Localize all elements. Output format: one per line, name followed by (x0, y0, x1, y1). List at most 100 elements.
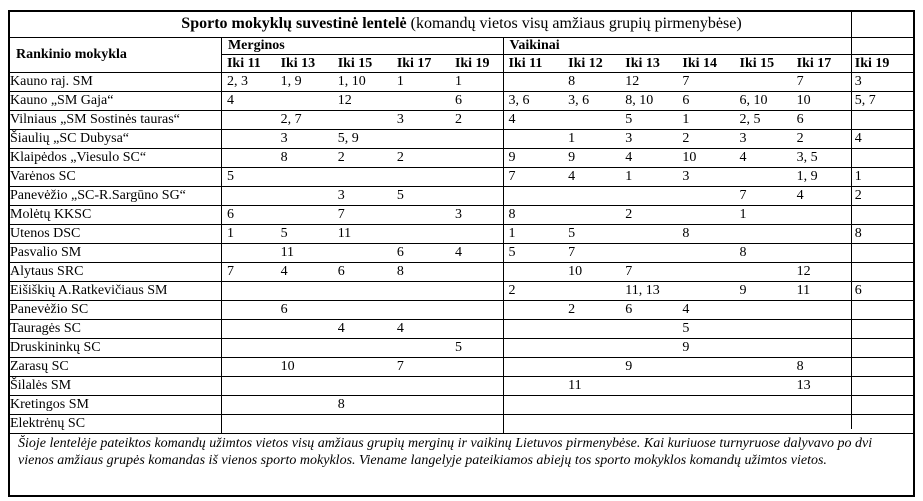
boys-result-cell (734, 72, 792, 92)
boys-result-cell (563, 110, 621, 130)
footer-note: Šioje lentelėje pateiktos komandų užimto… (9, 433, 914, 497)
table-row: Utenos DSC 1 5 11 1 5 8 8 (9, 224, 914, 244)
girls-result-cell (221, 186, 276, 206)
table-row: Tauragės SC 4 4 5 (9, 319, 914, 339)
boys-result-cell: 5, 7 (849, 91, 914, 111)
boys-result-cell: 4 (503, 110, 564, 130)
school-name-cell: Kauno raj. SM (9, 72, 222, 92)
boys-result-cell: 4 (849, 129, 914, 149)
girls-result-cell (332, 281, 392, 301)
boys-result-cell (849, 148, 914, 168)
boys-result-cell (849, 205, 914, 225)
boys-result-cell: 8 (849, 224, 914, 244)
table-row: Panevėžio „SC-R.Sargūno SG“ 3 5 7 4 2 (9, 186, 914, 206)
girls-result-cell: 6 (391, 243, 450, 263)
boys-result-cell: 8 (563, 72, 621, 92)
girls-result-cell: 6 (449, 91, 504, 111)
girls-result-cell (449, 414, 504, 434)
boys-result-cell: 7 (620, 262, 678, 282)
girls-result-cell (221, 129, 276, 149)
boys-result-cell: 10 (563, 262, 621, 282)
girls-result-cell (391, 224, 450, 244)
last-column-divider-line (851, 12, 852, 429)
boys-result-cell: 3, 5 (791, 148, 850, 168)
girls-result-cell (391, 167, 450, 187)
table-title-row: Sporto mokyklų suvestinė lentelė (komand… (9, 10, 914, 38)
girls-result-cell: 7 (332, 205, 392, 225)
boys-result-cell (734, 395, 792, 415)
table-row: Pasvalio SM 11 6 4 5 7 8 (9, 243, 914, 263)
boys-result-cell (791, 224, 850, 244)
boys-result-cell: 3 (677, 167, 735, 187)
boys-result-cell: 2 (503, 281, 564, 301)
boys-result-cell: 5 (563, 224, 621, 244)
school-name-cell: Elektrėnų SC (9, 414, 222, 434)
boys-result-cell (791, 414, 850, 434)
girls-result-cell: 3 (275, 129, 333, 149)
boys-result-cell: 10 (791, 91, 850, 111)
girls-result-cell (275, 91, 333, 111)
table-row: Šilalės SM 11 13 (9, 376, 914, 396)
boys-result-cell: 2, 5 (734, 110, 792, 130)
school-column-header: Rankinio mokykla (9, 37, 222, 73)
girls-result-cell (449, 376, 504, 396)
boys-result-cell: 9 (677, 338, 735, 358)
girls-result-cell (449, 357, 504, 377)
girls-result-cell: 4 (332, 319, 392, 339)
girls-result-cell (221, 395, 276, 415)
girls-age-header: Iki 15 (332, 54, 392, 73)
table-row: Vilniaus „SM Sostinės tauras“ 2, 7 3 2 4 5 1 2,… (9, 110, 914, 130)
girls-result-cell (449, 167, 504, 187)
girls-result-cell (275, 395, 333, 415)
girls-result-cell (332, 414, 392, 434)
girls-age-header: Iki 17 (391, 54, 450, 73)
school-name-cell: Panevėžio „SC-R.Sargūno SG“ (9, 186, 222, 206)
girls-result-cell: 2 (449, 110, 504, 130)
boys-age-header: Iki 11 (503, 54, 564, 73)
boys-result-cell: 1 (849, 167, 914, 187)
girls-result-cell (449, 186, 504, 206)
boys-result-cell: 3, 6 (503, 91, 564, 111)
girls-result-cell: 8 (275, 148, 333, 168)
girls-result-cell (391, 395, 450, 415)
boys-result-cell: 1 (563, 129, 621, 149)
boys-result-cell (734, 414, 792, 434)
boys-result-cell (503, 129, 564, 149)
boys-result-cell (849, 300, 914, 320)
boys-result-cell: 9 (563, 148, 621, 168)
boys-result-cell (849, 319, 914, 339)
girls-result-cell (391, 300, 450, 320)
boys-result-cell: 3 (620, 129, 678, 149)
boys-result-cell (503, 186, 564, 206)
boys-result-cell: 7 (734, 186, 792, 206)
school-name-cell: Šiaulių „SC Dubysa“ (9, 129, 222, 149)
boys-result-cell (563, 205, 621, 225)
boys-result-cell: 5 (503, 243, 564, 263)
table-row: Panevėžio SC 6 2 6 4 (9, 300, 914, 320)
girls-age-header: Iki 19 (449, 54, 504, 73)
boys-result-cell (503, 338, 564, 358)
girls-result-cell: 2, 7 (275, 110, 333, 130)
boys-result-cell (791, 243, 850, 263)
boys-result-cell (503, 376, 564, 396)
girls-result-cell: 2 (332, 148, 392, 168)
girls-result-cell (449, 300, 504, 320)
boys-result-cell (563, 357, 621, 377)
girls-result-cell (275, 205, 333, 225)
boys-result-cell: 8 (503, 205, 564, 225)
boys-result-cell: 9 (503, 148, 564, 168)
girls-age-header: Iki 13 (275, 54, 333, 73)
boys-result-cell (503, 414, 564, 434)
school-name-cell: Tauragės SC (9, 319, 222, 339)
boys-result-cell: 1 (620, 167, 678, 187)
boys-result-cell (677, 376, 735, 396)
girls-result-cell: 1, 9 (275, 72, 333, 92)
boys-result-cell: 1 (503, 224, 564, 244)
girls-result-cell: 7 (391, 357, 450, 377)
boys-result-cell: 8, 10 (620, 91, 678, 111)
boys-result-cell: 10 (677, 148, 735, 168)
footer-note-row: Šioje lentelėje pateiktos komandų užimto… (9, 433, 914, 497)
girls-result-cell: 1 (221, 224, 276, 244)
girls-result-cell (221, 300, 276, 320)
boys-result-cell: 2 (563, 300, 621, 320)
